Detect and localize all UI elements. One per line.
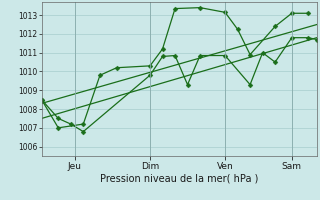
X-axis label: Pression niveau de la mer( hPa ): Pression niveau de la mer( hPa )	[100, 173, 258, 183]
